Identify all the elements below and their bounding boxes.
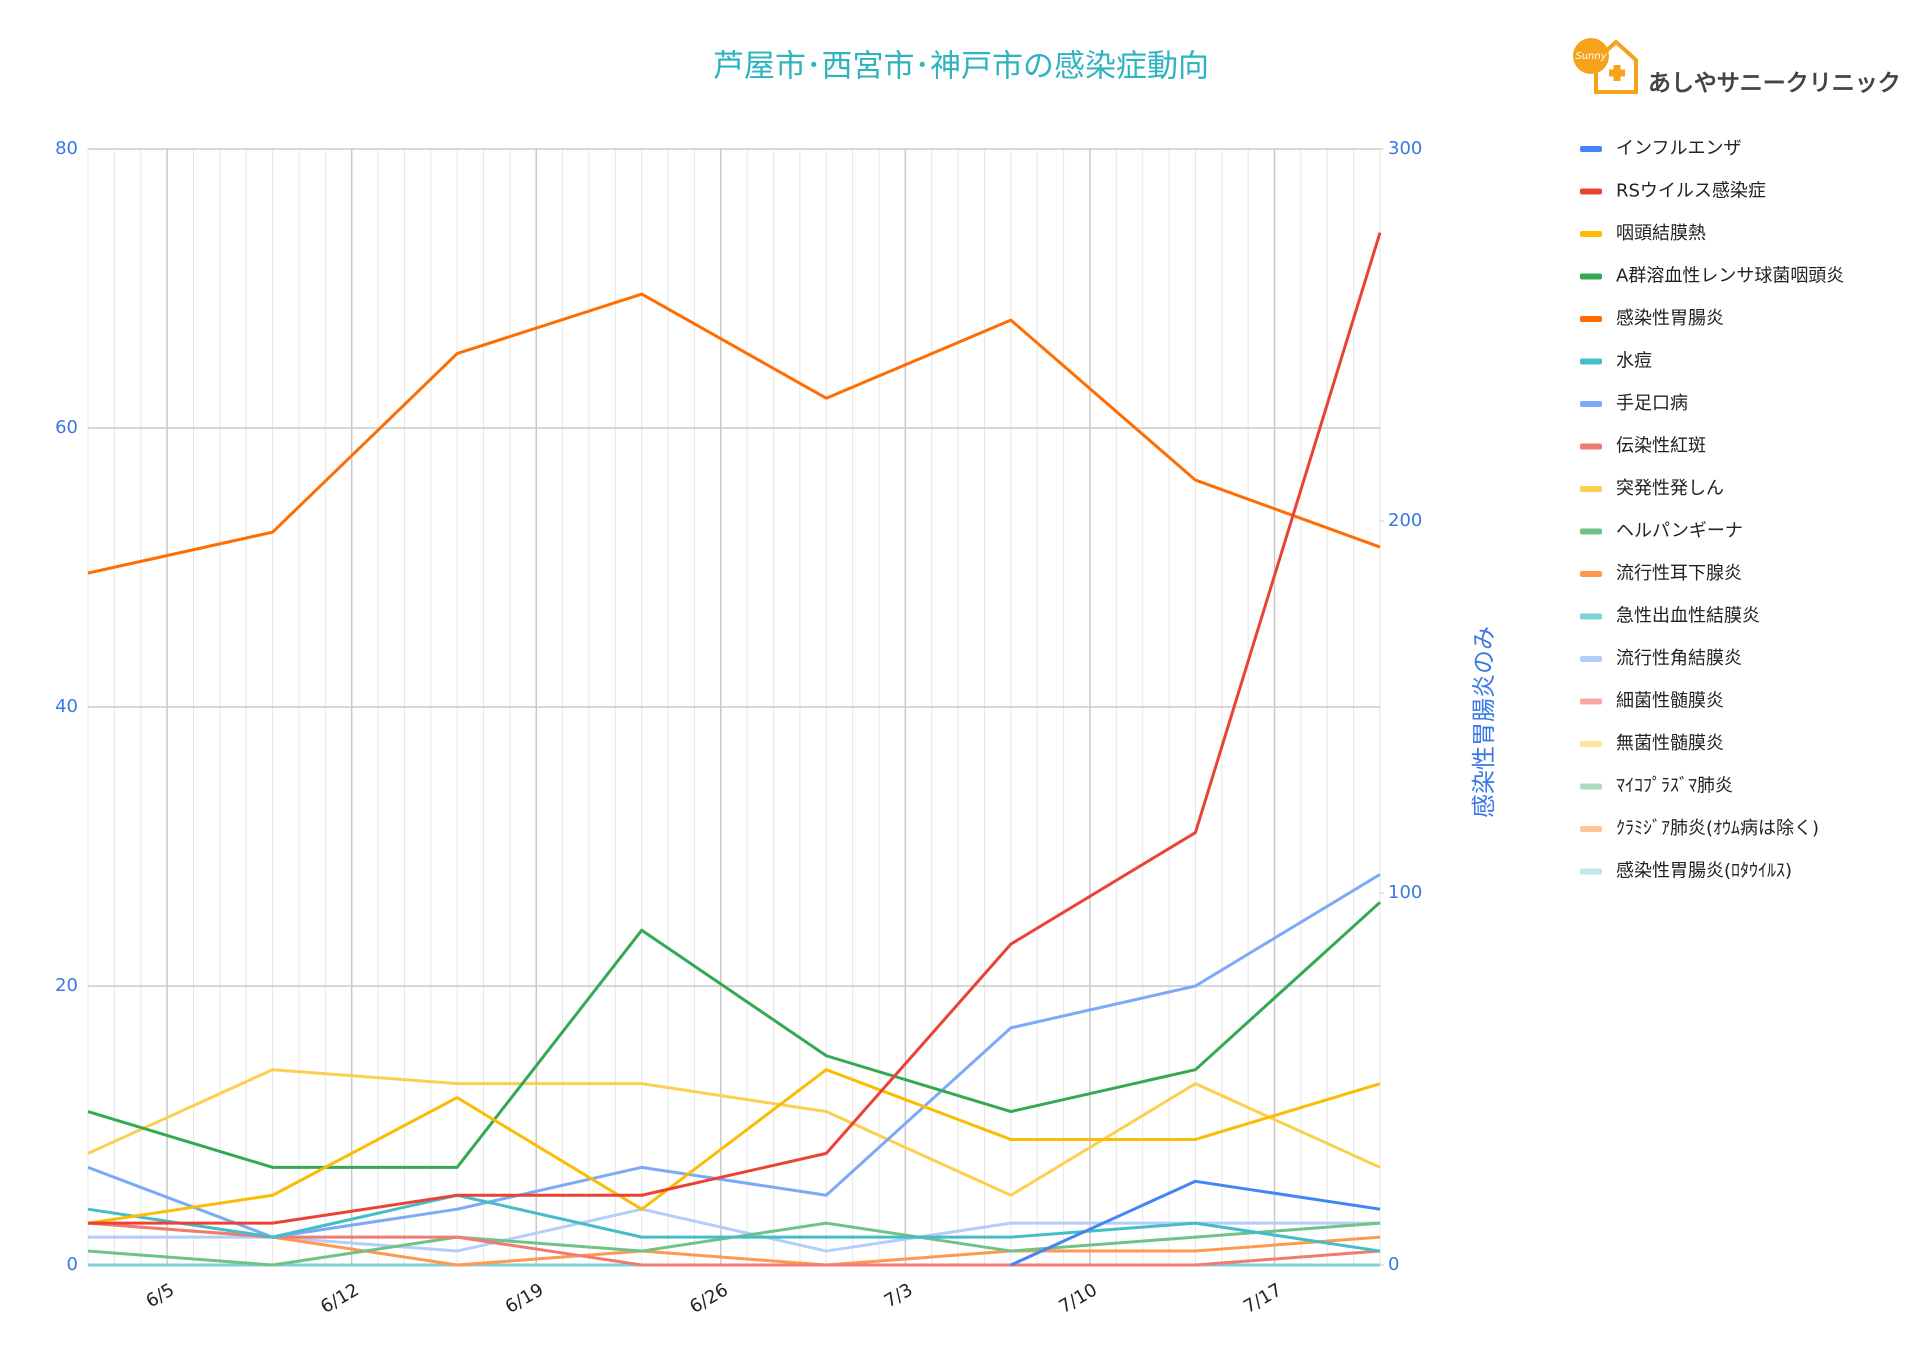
logo-cross bbox=[1609, 65, 1625, 81]
legend-swatch bbox=[1580, 698, 1602, 705]
y-tick-label: 60 bbox=[55, 417, 78, 438]
logo-house bbox=[1594, 39, 1638, 94]
legend-label: 感染性胃腸炎 bbox=[1616, 308, 1724, 329]
legend-swatch bbox=[1580, 826, 1602, 832]
legend-label: ﾏｲｺﾌﾟﾗｽﾞﾏ肺炎 bbox=[1616, 776, 1733, 797]
legend-swatch bbox=[1580, 571, 1602, 577]
legend-label: 突発性発しん bbox=[1616, 478, 1724, 499]
y2-tick-label: 100 bbox=[1388, 882, 1422, 903]
legend-swatch bbox=[1580, 401, 1602, 407]
chart-title: 芦屋市･西宮市･神戸市の感染症動向 bbox=[713, 49, 1209, 85]
legend-label: 伝染性紅斑 bbox=[1616, 436, 1706, 457]
legend-swatch bbox=[1580, 613, 1602, 620]
logo-badge: Sunny bbox=[1575, 51, 1607, 62]
legend-swatch bbox=[1580, 868, 1602, 875]
series-line bbox=[88, 1207, 1380, 1253]
legend-label: 細菌性髄膜炎 bbox=[1616, 691, 1724, 712]
brand-name: あしやサニークリニック bbox=[1648, 71, 1901, 97]
series-line bbox=[87, 1068, 1381, 1225]
y2-tick-label: 0 bbox=[1388, 1254, 1399, 1275]
legend-label: 手足口病 bbox=[1616, 393, 1688, 414]
series-line bbox=[87, 1193, 1381, 1253]
y2-tick-label: 300 bbox=[1388, 138, 1422, 159]
legend-label: 咽頭結膜熱 bbox=[1616, 223, 1706, 244]
legend-swatch bbox=[1580, 358, 1602, 365]
legend-swatch bbox=[1580, 741, 1602, 747]
y-tick-label: 40 bbox=[55, 696, 78, 717]
legend-label: RSウイルス感染症 bbox=[1616, 181, 1766, 202]
series-line bbox=[87, 292, 1381, 575]
legend-swatch bbox=[1580, 273, 1602, 280]
legend-swatch bbox=[1580, 486, 1602, 492]
legend-label: 無菌性髄膜炎 bbox=[1616, 733, 1724, 754]
series-line bbox=[87, 873, 1381, 1239]
series-line bbox=[87, 901, 1382, 1169]
x-tick-label: 6/5 bbox=[143, 1279, 179, 1312]
legend-label: ヘルパンギーナ bbox=[1616, 521, 1743, 542]
series-line bbox=[87, 1221, 1381, 1267]
x-tick-label: 7/10 bbox=[1055, 1279, 1101, 1317]
legend-label: 急性出血性結膜炎 bbox=[1616, 606, 1760, 627]
legend-swatch bbox=[1580, 443, 1602, 450]
legend-swatch bbox=[1580, 316, 1602, 322]
series-line bbox=[1010, 1179, 1381, 1267]
series-line bbox=[88, 232, 1382, 1225]
logo: Sunny あしやサニークリニック bbox=[1573, 38, 1901, 97]
legend-label: インフルエンザ bbox=[1616, 138, 1741, 159]
y-tick-label: 20 bbox=[55, 975, 78, 996]
legend-label: 流行性耳下腺炎 bbox=[1616, 563, 1742, 584]
x-tick-label: 6/26 bbox=[686, 1279, 732, 1317]
legend-swatch bbox=[1580, 146, 1602, 152]
legend-swatch bbox=[1580, 656, 1602, 662]
legend-swatch bbox=[1580, 231, 1602, 237]
y-tick-label: 0 bbox=[67, 1254, 78, 1275]
x-tick-label: 7/17 bbox=[1240, 1279, 1286, 1317]
series-line bbox=[87, 1068, 1381, 1197]
series-line bbox=[87, 1221, 1381, 1267]
logo-sun bbox=[1573, 38, 1609, 74]
x-tick-label: 6/12 bbox=[317, 1279, 363, 1317]
legend-label: ｸﾗﾐｼﾞｱ肺炎(ｵｳﾑ病は除く) bbox=[1616, 818, 1819, 839]
legend-swatch bbox=[1580, 528, 1602, 535]
legend-label: 感染性胃腸炎(ﾛﾀｳｲﾙｽ) bbox=[1616, 861, 1792, 882]
y2-axis-label: 感染性胃腸炎のみ bbox=[1470, 626, 1498, 818]
y2-tick-label: 200 bbox=[1388, 510, 1422, 531]
legend-label: 流行性角結膜炎 bbox=[1616, 648, 1742, 669]
legend-swatch bbox=[1580, 783, 1602, 790]
x-tick-label: 6/19 bbox=[502, 1279, 548, 1317]
legend-label: A群溶血性レンサ球菌咽頭炎 bbox=[1616, 266, 1844, 287]
y-tick-label: 80 bbox=[55, 138, 78, 159]
legend-label: 水痘 bbox=[1616, 351, 1652, 372]
legend-swatch bbox=[1580, 188, 1602, 195]
x-tick-label: 7/3 bbox=[881, 1279, 917, 1312]
